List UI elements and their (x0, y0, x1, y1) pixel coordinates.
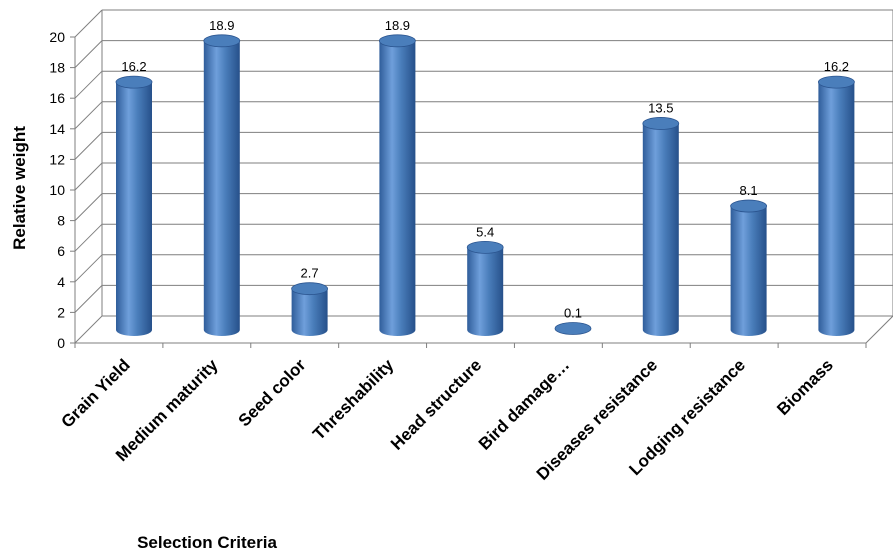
data-label: 18.9 (385, 18, 410, 33)
x-category-label: Biomass (773, 355, 837, 419)
bar (818, 75, 855, 336)
gridline-diagonal (74, 254, 103, 283)
x-category-label: Bird damage… (475, 355, 573, 453)
bars (115, 34, 855, 336)
y-axis-title: Relative weight (10, 126, 29, 250)
gridline-diagonal (74, 223, 103, 252)
y-tick-label: 8 (57, 213, 65, 229)
y-tick-label: 0 (57, 335, 65, 351)
data-label: 8.1 (740, 183, 758, 198)
y-tick-label: 6 (57, 243, 65, 259)
y-axis-ticks: 0 2 4 6 8 10 12 14 16 18 20 (49, 29, 75, 351)
bar-body (116, 82, 152, 336)
gridline-diagonal (74, 132, 103, 160)
floor-right-edge (865, 315, 893, 344)
x-category-label: Threshability (309, 355, 398, 444)
bar (642, 117, 680, 336)
bar-top (642, 117, 680, 130)
bar-body (203, 40, 240, 336)
y-tick-label: 2 (57, 304, 65, 320)
data-label: 16.2 (824, 59, 849, 74)
y-tick-label: 14 (49, 121, 65, 137)
x-category-label: Grain Yield (58, 355, 134, 431)
gridline-diagonal (74, 40, 103, 68)
y-tick-label: 20 (49, 29, 65, 45)
bar-body (291, 288, 328, 336)
gridline-diagonal (74, 285, 103, 313)
bar-top (730, 199, 767, 213)
bar (203, 34, 241, 336)
data-label: 13.5 (648, 100, 673, 115)
data-label: 18.9 (209, 18, 234, 33)
x-category-label: Head structure (387, 355, 485, 453)
gridline-diagonal (74, 162, 103, 191)
bar (291, 282, 329, 336)
bar (554, 322, 592, 335)
data-label: 16.2 (121, 59, 146, 74)
gridline-diagonal (74, 315, 103, 344)
y-tick-label: 16 (49, 90, 65, 106)
bar (378, 34, 416, 336)
data-label: 5.4 (476, 224, 494, 239)
y-tick-label: 4 (57, 274, 65, 290)
bar (115, 75, 153, 336)
bar-top (466, 240, 504, 254)
bar-body (379, 40, 416, 336)
y-tick-label: 18 (49, 60, 65, 76)
gridline-diagonal (74, 193, 103, 221)
bar-top (291, 282, 329, 296)
y-tick-label: 10 (49, 182, 65, 198)
data-label: 0.1 (564, 305, 582, 320)
x-axis-title: Selection Criteria (137, 533, 277, 552)
y-tick-label: 12 (49, 151, 65, 167)
bar (466, 240, 504, 336)
bar-body (730, 206, 767, 336)
bar-body (818, 82, 855, 336)
bar-top (203, 34, 241, 48)
bar-top (115, 75, 153, 89)
bar-top (818, 75, 855, 89)
data-labels: 16.2 18.9 2.7 18.9 5.4 0.1 13.5 8.1 16.2 (121, 18, 849, 321)
gridline-diagonal (74, 70, 103, 99)
x-category-label: Seed color (235, 355, 310, 430)
bar-body (642, 123, 679, 336)
bar (730, 199, 767, 336)
gridline-diagonal (74, 9, 103, 38)
gridline-diagonal (74, 101, 103, 130)
bar-top (554, 322, 592, 335)
bar-body (467, 247, 504, 336)
data-label: 2.7 (301, 266, 319, 281)
bar-top (378, 34, 416, 48)
